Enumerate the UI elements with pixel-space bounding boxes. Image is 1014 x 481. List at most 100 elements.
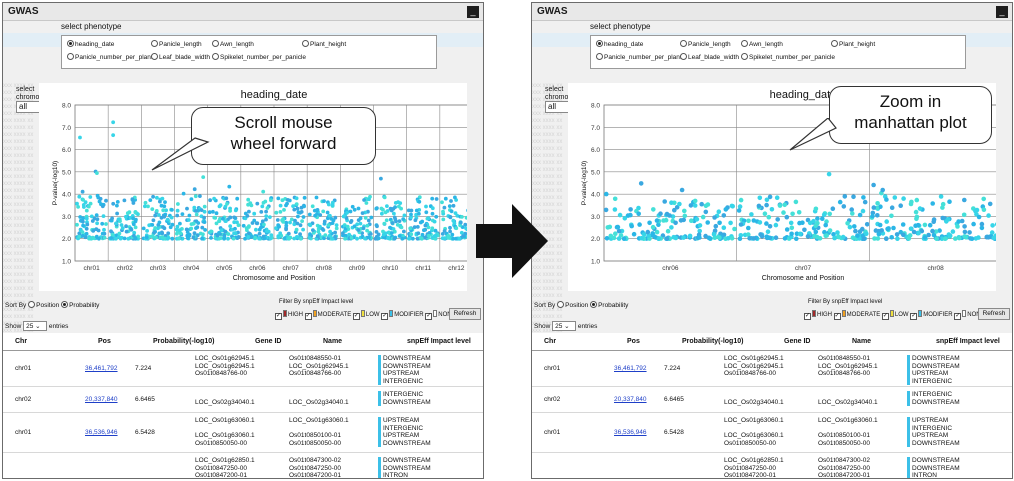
- position-link[interactable]: 20,337,840: [614, 396, 647, 403]
- filter-modifier[interactable]: ✓ MODIFIER: [381, 310, 424, 320]
- phenotype-option-awn-length[interactable]: Awn_length: [741, 40, 783, 48]
- table-row[interactable]: chr01 36,461,792 7.224 LOC_Os01g62945.1 …: [532, 351, 1012, 387]
- radio-icon[interactable]: [67, 53, 74, 60]
- phenotype-option-spikelet-number-per-panicle[interactable]: Spikelet_number_per_panicle: [212, 53, 306, 61]
- chromosome-label: select chromosome: [16, 86, 57, 101]
- filter-moderate[interactable]: ✓ MODERATE: [304, 310, 352, 320]
- snp-point: [223, 229, 228, 234]
- swatch-modifier: [918, 310, 923, 317]
- snp-point: [870, 213, 875, 219]
- snp-point: [212, 196, 217, 201]
- snp-point: [652, 234, 657, 239]
- refresh-button[interactable]: Refresh: [449, 308, 481, 320]
- phenotype-option-panicle-length[interactable]: Panicle_length: [680, 40, 731, 48]
- radio-icon[interactable]: [67, 40, 74, 47]
- table-row[interactable]: chr02 20,337,840 6.6465 LOC_Os02g34040.1…: [532, 387, 1012, 413]
- sort-probability[interactable]: Probability: [590, 301, 628, 309]
- radio-icon[interactable]: [590, 301, 598, 308]
- radio-icon[interactable]: [302, 40, 309, 47]
- checkbox-icon[interactable]: ✓: [275, 313, 282, 320]
- snp-point: [366, 218, 371, 223]
- snp-point: [150, 234, 155, 239]
- phenotype-option-heading-date[interactable]: heading_date: [596, 40, 643, 48]
- table-row[interactable]: chr01 36,536,946 6.5428 LOC_Os01g63060.1…: [532, 413, 1012, 453]
- snp-point: [758, 232, 763, 237]
- radio-icon[interactable]: [741, 53, 748, 60]
- table-row[interactable]: chr01 36,461,792 7.224 LOC_Os01g62945.1 …: [3, 351, 483, 387]
- snp-point: [189, 197, 194, 202]
- filter-none[interactable]: ✓ NONE: [425, 310, 456, 320]
- radio-icon[interactable]: [831, 40, 838, 47]
- checkbox-icon[interactable]: ✓: [804, 313, 811, 320]
- phenotype-option-awn-length[interactable]: Awn_length: [212, 40, 254, 48]
- snp-point: [274, 226, 278, 231]
- radio-icon[interactable]: [151, 53, 158, 60]
- table-row[interactable]: LOC_Os01g62850.1 Os01t0847250-00 Os01t08…: [532, 453, 1012, 478]
- radio-icon[interactable]: [151, 40, 158, 47]
- checkbox-icon[interactable]: ✓: [425, 313, 433, 320]
- filter-modifier[interactable]: ✓ MODIFIER: [910, 310, 953, 320]
- snp-point: [922, 235, 928, 240]
- radio-icon[interactable]: [596, 53, 603, 60]
- snp-point: [830, 206, 836, 211]
- phenotype-option-panicle-length[interactable]: Panicle_length: [151, 40, 202, 48]
- snp-point: [849, 207, 854, 212]
- table-row[interactable]: LOC_Os01g62850.1 Os01t0847250-00 Os01t08…: [3, 453, 483, 478]
- snp-point: [430, 211, 435, 216]
- position-link[interactable]: 36,536,946: [85, 429, 118, 436]
- checkbox-icon[interactable]: ✓: [304, 313, 312, 320]
- sort-probability[interactable]: Probability: [61, 301, 99, 309]
- checkbox-icon[interactable]: ✓: [954, 313, 962, 320]
- radio-icon[interactable]: [212, 53, 219, 60]
- filter-low[interactable]: ✓ LOW: [881, 310, 909, 320]
- radio-icon[interactable]: [557, 301, 565, 308]
- radio-icon[interactable]: [680, 40, 687, 47]
- checkbox-icon[interactable]: ✓: [881, 313, 889, 320]
- top-snp-point[interactable]: [78, 135, 82, 140]
- top-snp-point[interactable]: [111, 133, 116, 138]
- checkbox-icon[interactable]: ✓: [381, 313, 389, 320]
- checkbox-icon[interactable]: ✓: [910, 313, 918, 320]
- snp-point: [360, 211, 365, 216]
- table-row[interactable]: chr02 20,337,840 6.6465 LOC_Os02g34040.1…: [3, 387, 483, 413]
- filter-moderate[interactable]: ✓ MODERATE: [833, 310, 881, 320]
- position-link[interactable]: 36,536,946: [614, 429, 647, 436]
- radio-icon[interactable]: [596, 40, 603, 47]
- checkbox-icon[interactable]: ✓: [833, 313, 841, 320]
- top-snp-point[interactable]: [111, 120, 116, 125]
- entries-select[interactable]: 25 ⌄: [23, 321, 48, 331]
- radio-icon[interactable]: [741, 40, 748, 47]
- radio-icon[interactable]: [61, 301, 69, 308]
- filter-high[interactable]: ✓ HIGH: [804, 310, 832, 320]
- phenotype-option-panicle-number-per-plant[interactable]: Panicle_number_per_plant: [596, 53, 682, 61]
- position-link[interactable]: 36,461,792: [85, 365, 118, 372]
- radio-icon[interactable]: [212, 40, 219, 47]
- phenotype-option-plant-height[interactable]: Plant_height: [302, 40, 346, 48]
- phenotype-option-leaf-blade-width[interactable]: Leaf_blade_width: [680, 53, 739, 61]
- filter-low[interactable]: ✓ LOW: [352, 310, 380, 320]
- filter-none[interactable]: ✓ NONE: [954, 310, 985, 320]
- position-link[interactable]: 20,337,840: [85, 396, 118, 403]
- table-row[interactable]: chr01 36,536,946 6.5428 LOC_Os01g63060.1…: [3, 413, 483, 453]
- filter-high[interactable]: ✓ HIGH: [275, 310, 303, 320]
- snp-point: [111, 201, 116, 206]
- x-tick-label: chr02: [117, 265, 134, 272]
- minimize-button[interactable]: _: [467, 6, 479, 18]
- snp-point: [764, 197, 770, 203]
- refresh-button[interactable]: Refresh: [978, 308, 1010, 320]
- phenotype-option-heading-date[interactable]: heading_date: [67, 40, 114, 48]
- sort-position[interactable]: Position: [28, 301, 59, 309]
- entries-select[interactable]: 25 ⌄: [552, 321, 577, 331]
- snp-point: [75, 201, 79, 206]
- checkbox-icon[interactable]: ✓: [352, 313, 360, 320]
- phenotype-option-panicle-number-per-plant[interactable]: Panicle_number_per_plant: [67, 53, 153, 61]
- snp-point: [76, 205, 80, 209]
- minimize-button[interactable]: _: [996, 6, 1008, 18]
- phenotype-option-leaf-blade-width[interactable]: Leaf_blade_width: [151, 53, 210, 61]
- position-link[interactable]: 36,461,792: [614, 365, 647, 372]
- phenotype-option-plant-height[interactable]: Plant_height: [831, 40, 875, 48]
- radio-icon[interactable]: [680, 53, 687, 60]
- radio-icon[interactable]: [28, 301, 36, 308]
- sort-position[interactable]: Position: [557, 301, 588, 309]
- phenotype-option-spikelet-number-per-panicle[interactable]: Spikelet_number_per_panicle: [741, 53, 835, 61]
